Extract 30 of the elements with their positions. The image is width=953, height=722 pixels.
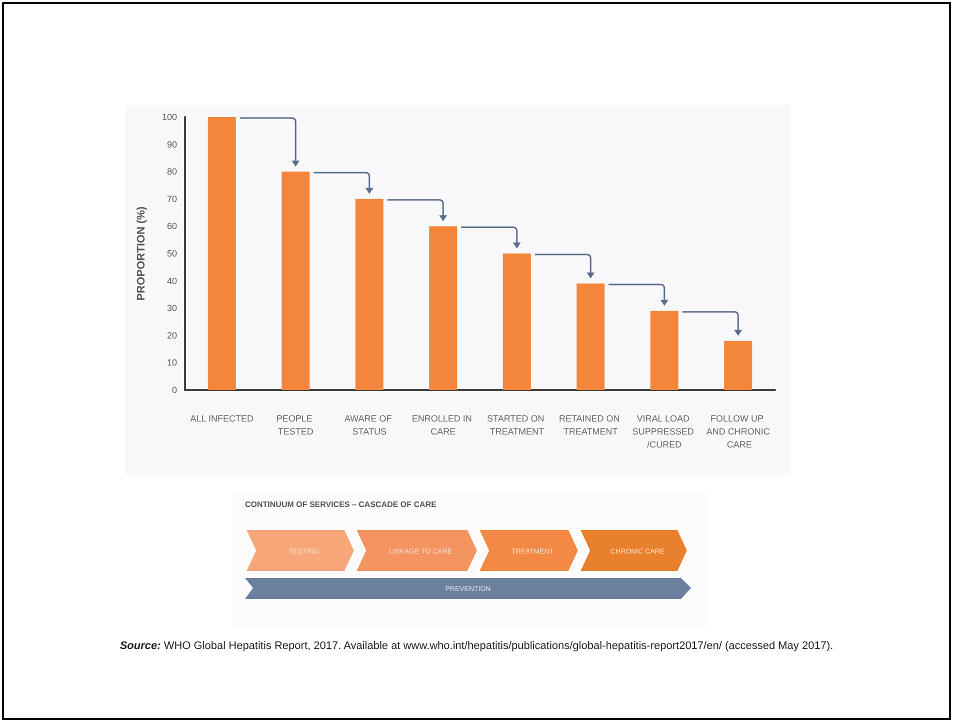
x-tick-label: ENROLLED IN CARE [412,414,474,436]
x-tick-label: FOLLOW UP AND CHRONIC CARE [706,414,770,450]
x-tick-label: ALL INFECTED [190,414,254,424]
y-tick-label: 60 [166,221,177,232]
bar [576,284,605,390]
bar [282,172,310,390]
y-tick-label: 70 [166,194,177,204]
bar [208,117,236,390]
bar [724,340,752,390]
y-tick-label: 0 [172,385,177,395]
bar [502,254,531,390]
text: CONTINUUM OF SERVICES – CASCADE OF CARE [245,500,436,509]
source-note: Source: WHO Global Hepatitis Report, 2017. Available at www.who.int/hepatitis/publications/global-hepatitis-report2017/en/ (accessed May 2017). [118,640,834,652]
x-tick-label: AWARE OF STATUS [344,414,394,436]
x-tick-label: RETAINED ON TREATMENT [558,414,622,436]
x-tick-label: STARTED ON TREATMENT [487,414,547,436]
y-tick-label: 80 [166,166,177,177]
x-tick-label: VIRAL LOAD SUPPRESSED /CURED [632,414,696,450]
y-axis-title: PROPORTION (%) [136,206,148,301]
y-tick-label: 20 [166,330,177,340]
y-tick-label: 40 [166,276,177,286]
y-tick-label: 50 [166,248,177,258]
y-tick-label: 100 [162,112,177,122]
bar [429,226,458,390]
bar [355,198,384,390]
y-tick-label: 90 [166,139,177,150]
bar [650,310,678,390]
x-tick-label: PEOPLE TESTED [276,414,315,436]
y-tick-label: 10 [166,358,177,368]
y-tick-label: 30 [166,303,177,314]
